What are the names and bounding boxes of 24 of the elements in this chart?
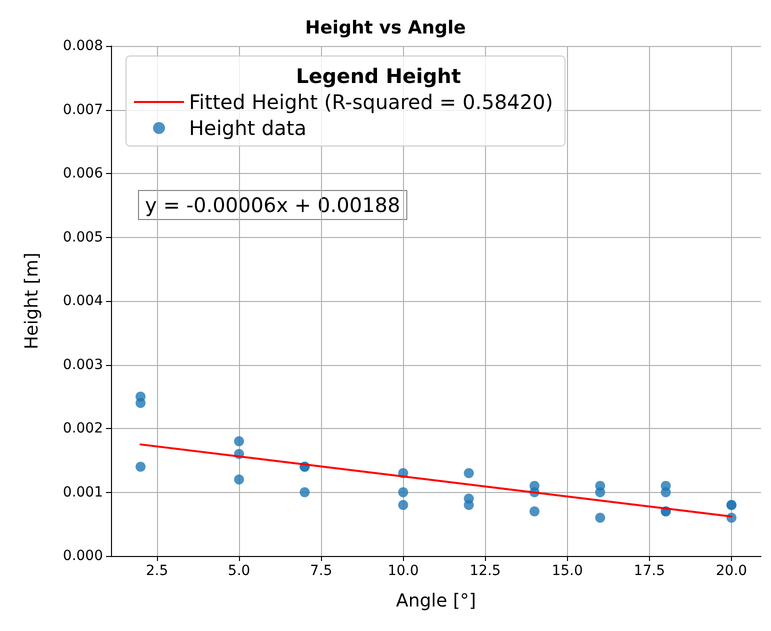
x-tick-label: 15.0	[552, 563, 583, 579]
chart-title: Height vs Angle	[305, 18, 466, 38]
legend-label: Height data	[189, 116, 307, 140]
x-axis-title: Angle [°]	[396, 590, 476, 612]
y-tick-label: 0.002	[62, 420, 103, 436]
legend-label: Fitted Height (R-squared = 0.58420)	[189, 90, 554, 114]
y-tick-label: 0.000	[62, 548, 103, 564]
y-tick-label: 0.001	[62, 484, 103, 500]
y-tick-label: 0.007	[62, 102, 103, 118]
x-tick-label: 20.0	[716, 563, 748, 579]
y-tick-label: 0.006	[62, 166, 104, 182]
x-tick-label: 5.0	[228, 563, 250, 579]
x-tick-label: 10.0	[388, 563, 419, 579]
y-tick-label: 0.008	[62, 38, 103, 54]
x-tick-label: 17.5	[634, 563, 665, 579]
x-tick-label: 2.5	[146, 563, 168, 579]
y-tick-label: 0.005	[62, 229, 103, 246]
legend-title: Legend Height	[296, 64, 462, 88]
annotation: y = -0.00006x + 0.00188	[145, 193, 400, 217]
x-tick-label: 7.5	[310, 563, 332, 579]
y-tick-label: 0.004	[62, 293, 104, 309]
x-tick-label: 12.5	[470, 563, 501, 579]
y-tick-label: 0.003	[62, 356, 103, 373]
y-axis-title: Height [m]	[22, 252, 42, 350]
